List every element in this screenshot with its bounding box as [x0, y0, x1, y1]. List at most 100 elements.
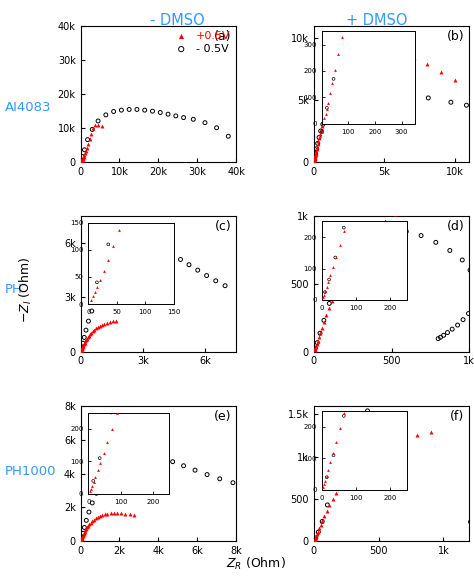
Point	[77, 157, 85, 166]
Point	[86, 520, 93, 529]
Point	[109, 464, 117, 473]
Point	[311, 151, 319, 160]
Point	[85, 317, 92, 326]
Text: + DMSO: + DMSO	[346, 13, 408, 28]
Text: (f): (f)	[450, 410, 465, 423]
Point	[212, 276, 219, 285]
Point	[312, 149, 319, 158]
Point	[103, 471, 110, 480]
Point	[315, 524, 323, 533]
Point	[77, 536, 84, 545]
Point	[213, 123, 220, 133]
Point	[401, 434, 408, 443]
Point	[312, 533, 319, 543]
Point	[337, 482, 345, 491]
Point	[341, 263, 349, 272]
Point	[114, 508, 121, 518]
Point	[98, 122, 105, 131]
Point	[121, 509, 129, 518]
Legend: +0.5V, - 0.5V: +0.5V, - 0.5V	[169, 30, 231, 55]
Point	[125, 105, 133, 114]
Point	[123, 453, 131, 463]
Point	[81, 523, 88, 532]
Text: $Z_R$ (Ohm): $Z_R$ (Ohm)	[226, 556, 286, 572]
Point	[86, 135, 93, 144]
Point	[80, 340, 87, 350]
Point	[87, 129, 95, 138]
Point	[311, 346, 319, 355]
Point	[81, 338, 88, 347]
Point	[87, 328, 95, 338]
Point	[77, 536, 85, 545]
Point	[225, 131, 232, 141]
Point	[320, 317, 328, 327]
Point	[428, 428, 435, 437]
Point	[77, 157, 84, 166]
Point	[78, 345, 85, 354]
Point	[77, 536, 85, 545]
Point	[386, 45, 394, 54]
Point	[77, 347, 84, 356]
Point	[315, 133, 323, 142]
Point	[159, 454, 166, 463]
Point	[103, 318, 111, 327]
Point	[417, 231, 425, 240]
Point	[168, 250, 176, 259]
Point	[382, 217, 389, 226]
Point	[82, 516, 90, 525]
Point	[378, 444, 386, 453]
Point	[312, 146, 320, 156]
Point	[405, 90, 412, 99]
Point	[314, 140, 321, 149]
Point	[78, 155, 86, 164]
Point	[78, 534, 85, 543]
Point	[81, 145, 88, 155]
Point	[107, 509, 114, 518]
Point	[84, 521, 92, 530]
Point	[118, 105, 125, 115]
Point	[331, 479, 338, 488]
Point	[312, 149, 319, 159]
Point	[311, 343, 319, 353]
Point	[389, 225, 396, 234]
Point	[123, 248, 131, 257]
Point	[472, 285, 474, 295]
Point	[110, 508, 118, 518]
Point	[77, 346, 85, 355]
Point	[78, 156, 85, 166]
Point	[312, 342, 320, 351]
Point	[311, 534, 319, 544]
Point	[78, 533, 86, 543]
Point	[310, 155, 318, 164]
Point	[80, 339, 88, 349]
Point	[470, 514, 474, 523]
Point	[315, 527, 322, 537]
Point	[402, 203, 410, 212]
Point	[82, 146, 90, 155]
Point	[81, 149, 89, 158]
Point	[319, 120, 327, 129]
Point	[77, 536, 85, 545]
Point	[201, 118, 209, 127]
Point	[314, 527, 322, 536]
Point	[89, 327, 96, 336]
Point	[80, 529, 87, 538]
Point	[455, 192, 462, 201]
Point	[368, 42, 375, 52]
Point	[131, 451, 139, 460]
Point	[77, 346, 85, 356]
Point	[130, 243, 137, 252]
Point	[467, 517, 474, 526]
Point	[365, 233, 373, 242]
Point	[317, 126, 325, 135]
Point	[313, 339, 321, 349]
Point	[130, 511, 138, 520]
Point	[78, 535, 85, 544]
Point	[313, 145, 320, 154]
Point	[88, 306, 96, 316]
Point	[87, 518, 94, 527]
Point	[413, 430, 421, 439]
Point	[81, 527, 89, 536]
Point	[312, 148, 319, 157]
Point	[319, 516, 326, 525]
